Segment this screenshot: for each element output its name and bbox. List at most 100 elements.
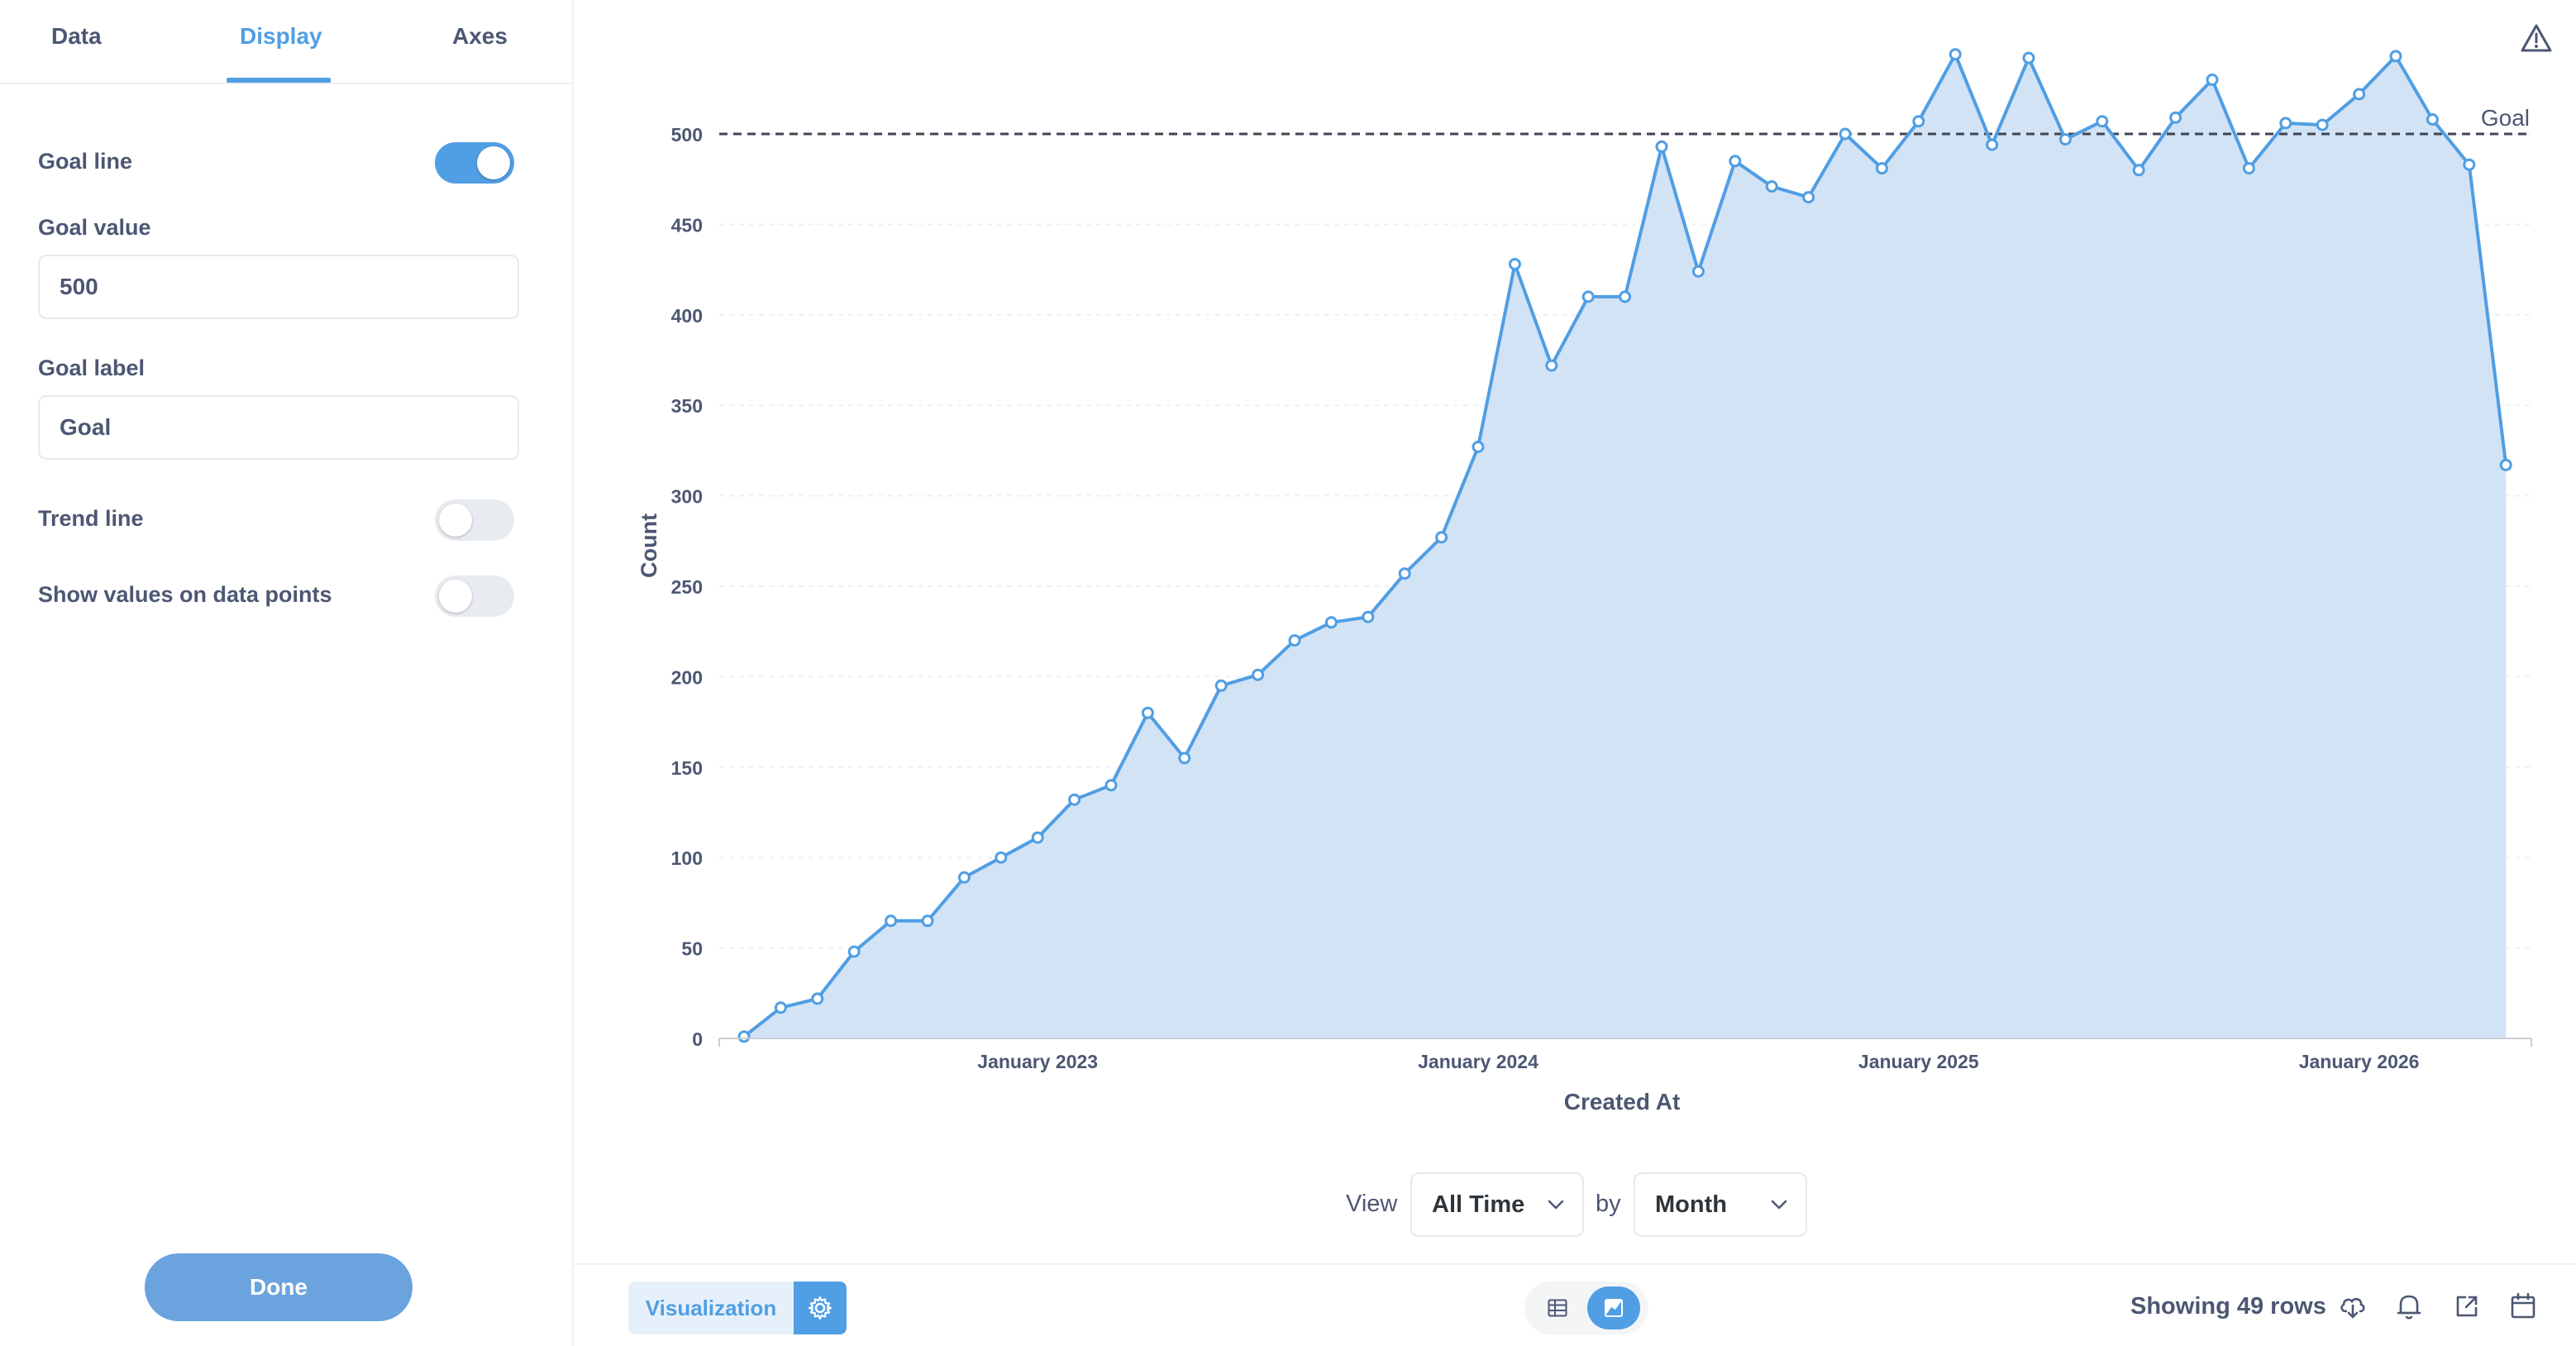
tab-axes[interactable]: Axes <box>452 23 508 49</box>
data-point[interactable] <box>1765 180 1778 193</box>
x-tick-label: January 2026 <box>2299 1051 2420 1072</box>
data-point[interactable] <box>1545 359 1558 372</box>
download-icon[interactable] <box>2336 1290 2369 1323</box>
data-point[interactable] <box>1581 290 1595 303</box>
data-point[interactable] <box>1912 115 1925 128</box>
data-point[interactable] <box>1104 779 1118 792</box>
data-point[interactable] <box>2132 164 2145 177</box>
data-point[interactable] <box>1252 668 1265 681</box>
goal-label-input[interactable] <box>38 395 519 460</box>
data-point[interactable] <box>2242 162 2255 175</box>
y-tick-label: 200 <box>671 666 703 688</box>
data-point[interactable] <box>1839 127 1852 141</box>
share-icon[interactable] <box>2450 1290 2483 1323</box>
row-count-text: Showing 49 rows <box>2130 1293 2326 1320</box>
goal-line-label: Goal <box>2481 105 2530 131</box>
y-tick-label: 500 <box>671 124 703 146</box>
show-values-toggle[interactable] <box>435 575 514 617</box>
visualization-settings-button[interactable] <box>794 1282 847 1334</box>
time-range-select[interactable]: All Time <box>1410 1172 1584 1237</box>
data-point[interactable] <box>2316 118 2329 131</box>
y-tick-label: 50 <box>681 938 703 960</box>
area-fill <box>744 54 2507 1039</box>
data-point[interactable] <box>2353 88 2366 101</box>
area-chart: Goal 0 50 100 150 200 250 300 350 400 450 500 Janua… <box>637 48 2532 1115</box>
table-icon <box>1548 1299 1567 1317</box>
x-tick-label: January 2023 <box>977 1051 1098 1072</box>
data-point[interactable] <box>1398 567 1411 580</box>
data-point[interactable] <box>1324 616 1338 629</box>
data-point[interactable] <box>1141 706 1154 719</box>
visualization-button[interactable]: Visualization <box>628 1282 794 1334</box>
time-range-value: All Time <box>1432 1191 1525 1218</box>
data-point[interactable] <box>2206 73 2219 86</box>
chevron-down-icon <box>1548 1200 1564 1210</box>
chart-axes: 0 50 100 150 200 250 300 350 400 450 500 January 20… <box>637 124 2532 1115</box>
data-point[interactable] <box>1619 290 1632 303</box>
data-point[interactable] <box>1802 191 1815 204</box>
data-point[interactable] <box>885 914 898 928</box>
display-mode-toggle <box>1524 1282 1648 1334</box>
trend-line-label: Trend line <box>38 506 144 531</box>
data-point[interactable] <box>2096 115 2109 128</box>
data-point[interactable] <box>737 1030 751 1043</box>
data-point[interactable] <box>1986 138 1999 151</box>
data-point[interactable] <box>921 914 934 928</box>
data-point[interactable] <box>2058 133 2072 146</box>
tab-display[interactable]: Display <box>240 23 322 49</box>
granularity-select[interactable]: Month <box>1634 1172 1807 1237</box>
y-tick-label: 350 <box>671 395 703 417</box>
data-point[interactable] <box>774 1001 787 1014</box>
y-tick-label: 300 <box>671 486 703 508</box>
data-point[interactable] <box>957 871 971 884</box>
data-point[interactable] <box>1178 752 1191 765</box>
data-point[interactable] <box>2389 50 2402 63</box>
data-point[interactable] <box>2426 113 2439 126</box>
calendar-icon[interactable] <box>2507 1290 2540 1323</box>
data-point[interactable] <box>1214 679 1228 692</box>
warning-icon[interactable] <box>2520 23 2553 53</box>
y-tick-label: 400 <box>671 305 703 327</box>
by-label: by <box>1596 1191 1621 1217</box>
data-point[interactable] <box>1288 634 1301 647</box>
data-point[interactable] <box>1508 258 1521 270</box>
chart-view-button[interactable] <box>1587 1286 1640 1329</box>
goal-line-toggle[interactable] <box>435 142 514 184</box>
data-point[interactable] <box>2279 117 2292 130</box>
data-point[interactable] <box>1472 441 1485 453</box>
data-point[interactable] <box>2022 51 2035 64</box>
data-point[interactable] <box>1435 531 1448 544</box>
x-axis-title: Created At <box>1564 1089 1681 1115</box>
data-point[interactable] <box>995 851 1008 864</box>
data-point[interactable] <box>2169 111 2182 124</box>
table-view-button[interactable] <box>1539 1290 1576 1326</box>
data-point[interactable] <box>1949 48 1962 61</box>
data-point[interactable] <box>1031 831 1044 844</box>
goal-line-label: Goal line <box>38 149 133 174</box>
data-point[interactable] <box>811 992 824 1005</box>
area-chart-icon <box>1605 1299 1623 1317</box>
data-point[interactable] <box>1691 265 1705 278</box>
trend-line-toggle[interactable] <box>435 499 514 541</box>
done-button[interactable]: Done <box>145 1253 413 1321</box>
active-tab-indicator <box>227 78 331 83</box>
data-point[interactable] <box>1655 140 1668 153</box>
footer-bar: Visualization <box>574 1263 2576 1346</box>
data-point[interactable] <box>1068 793 1081 806</box>
toggle-knob <box>477 146 510 179</box>
data-point[interactable] <box>2499 458 2512 471</box>
tab-data[interactable]: Data <box>51 23 102 49</box>
y-tick-label: 450 <box>671 214 703 236</box>
show-values-label: Show values on data points <box>38 582 332 607</box>
toggle-knob <box>439 504 472 537</box>
data-point[interactable] <box>1729 155 1742 168</box>
visualization-panel: Goal 0 50 100 150 200 250 300 350 400 450 500 Janua… <box>574 0 2576 1346</box>
goal-line: Goal <box>719 105 2531 136</box>
goal-value-input[interactable] <box>38 255 519 319</box>
settings-sidebar: Data Display Axes Goal line Goal value G… <box>0 0 574 1346</box>
data-point[interactable] <box>1875 162 1888 175</box>
data-point[interactable] <box>2463 158 2476 171</box>
bell-icon[interactable] <box>2392 1290 2426 1323</box>
data-point[interactable] <box>847 945 861 958</box>
data-point[interactable] <box>1362 610 1375 623</box>
